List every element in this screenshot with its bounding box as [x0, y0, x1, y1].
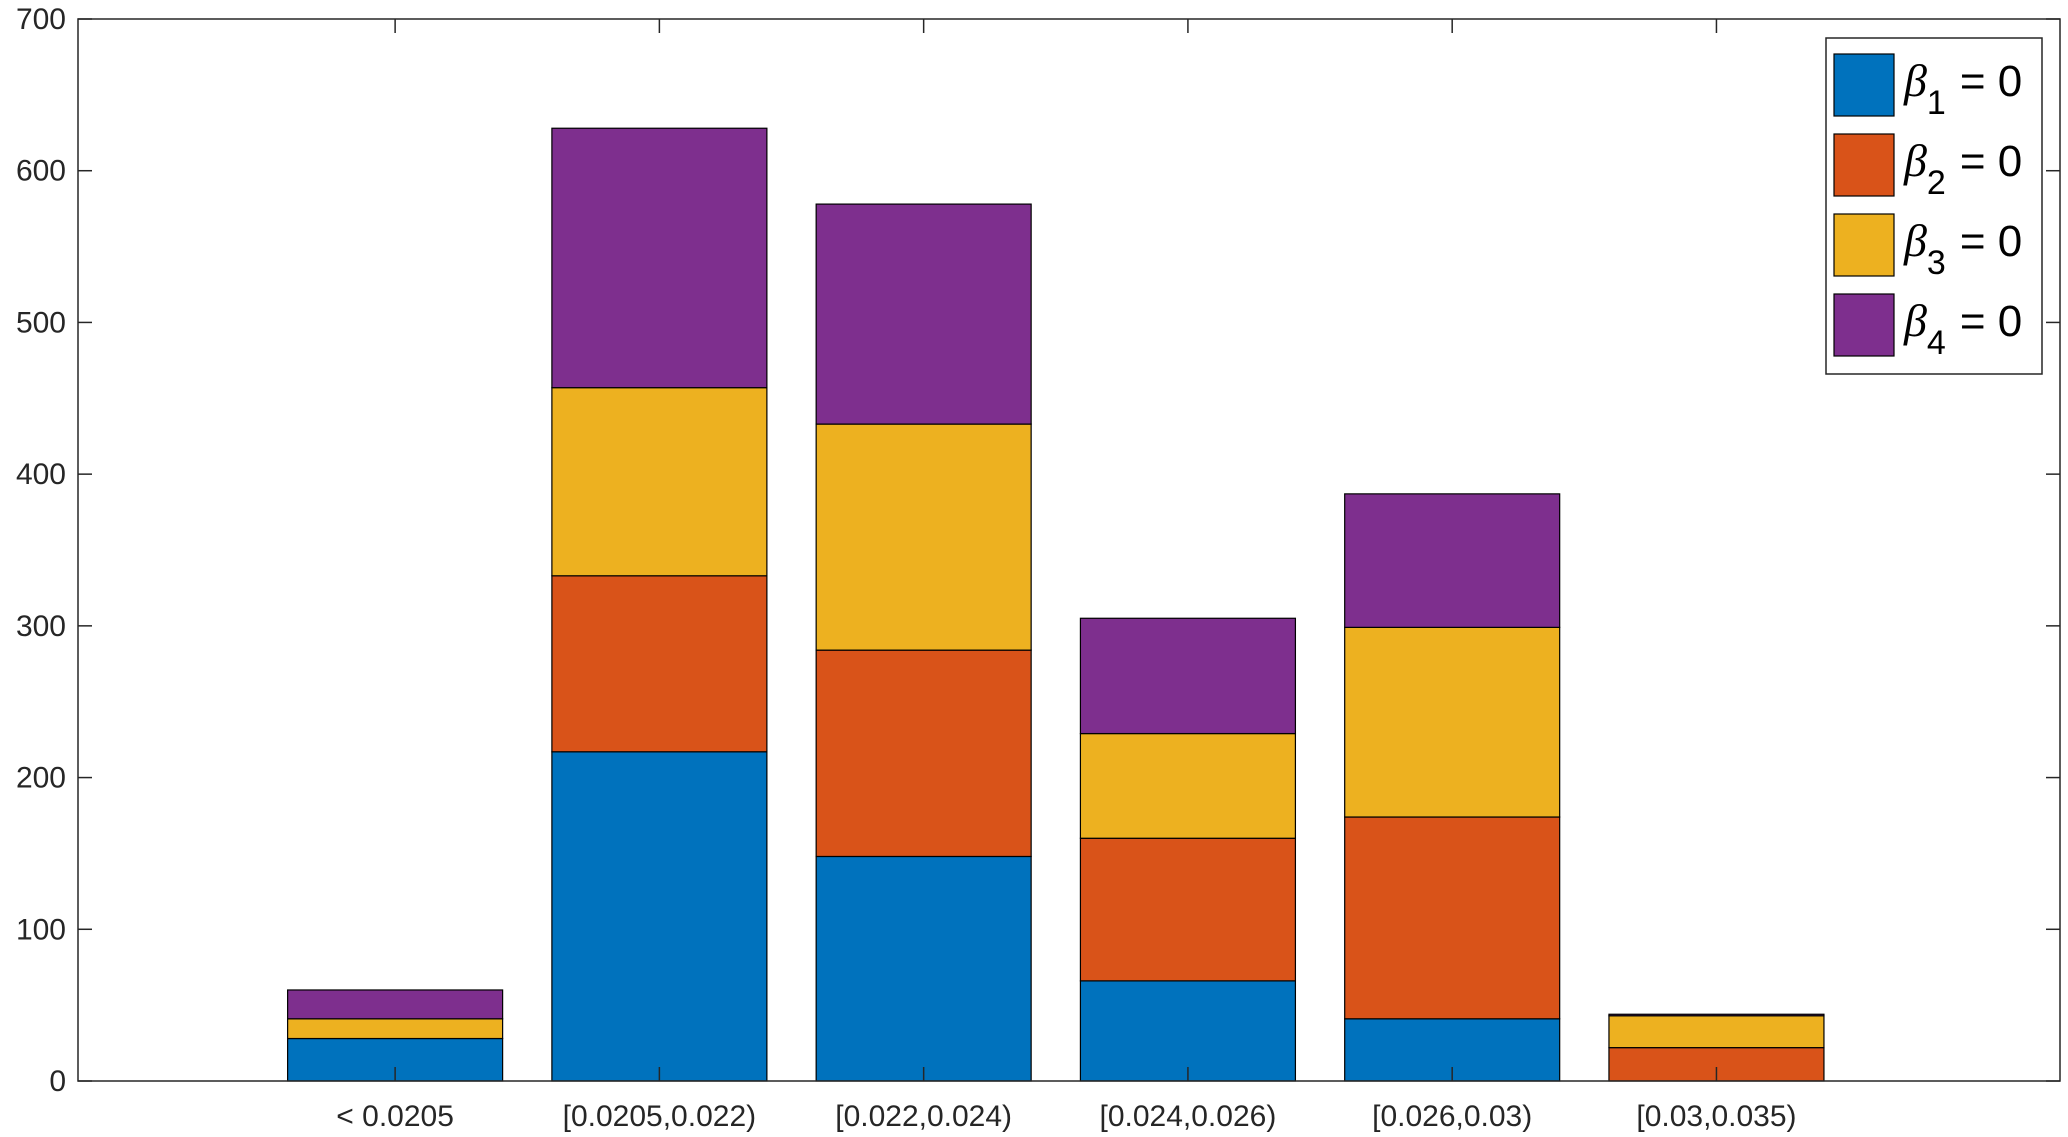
y-tick-label: 400 [16, 458, 66, 491]
legend-swatch-series2 [1833, 133, 1895, 197]
x-tick-label: [0.022,0.024) [835, 1100, 1012, 1133]
x-tick-label: < 0.0205 [336, 1100, 454, 1133]
bar-segment-series3-cat2 [551, 387, 768, 577]
legend-label-series1: β1 = 0 [1903, 55, 2022, 122]
bar-segment-series2-cat3 [815, 649, 1032, 858]
bar-segment-series4-cat5 [1344, 493, 1561, 628]
legend-swatch-series4 [1833, 293, 1895, 357]
x-tick-label: [0.0205,0.022) [563, 1100, 757, 1133]
bar-segment-series1-cat3 [815, 855, 1032, 1082]
bar-segment-series3-cat6 [1608, 1015, 1825, 1049]
x-tick-label: [0.03,0.035) [1636, 1100, 1796, 1133]
legend: β1 = 0 β2 = 0 β3 = 0 β4 = 0 [1825, 37, 2043, 375]
y-tick-label: 100 [16, 913, 66, 946]
y-tick-label: 500 [16, 306, 66, 339]
bar-segment-series1-cat2 [551, 751, 768, 1082]
legend-label-series3: β3 = 0 [1903, 215, 2022, 282]
x-axis: < 0.0205 [0.0205,0.022) [0.022,0.024) [0.02… [336, 19, 1797, 1133]
y-axis: 0 100 200 300 400 500 600 700 [16, 3, 2060, 1098]
y-tick-label: 600 [16, 155, 66, 188]
bar-segment-series3-cat3 [815, 423, 1032, 651]
bar-segment-series3-cat4 [1079, 732, 1297, 839]
bar-segment-series4-cat3 [815, 203, 1032, 425]
bar-segment-series4-cat2 [551, 127, 768, 389]
x-tick-label: [0.024,0.026) [1100, 1100, 1277, 1133]
plot-area-frame [77, 18, 2061, 1082]
x-tick-label: [0.026,0.03) [1372, 1100, 1532, 1133]
bar-segment-series1-cat4 [1079, 980, 1297, 1082]
y-tick-label: 300 [16, 610, 66, 643]
bar-segment-series2-cat5 [1344, 816, 1561, 1020]
bar-segment-series4-cat4 [1079, 617, 1297, 735]
legend-swatch-series3 [1833, 213, 1895, 277]
bars-layer [287, 127, 1825, 1082]
legend-label-series2: β2 = 0 [1903, 135, 2022, 202]
bar-segment-series3-cat5 [1344, 626, 1561, 818]
bar-segment-series3-cat1 [287, 1018, 504, 1040]
legend-label-series4: β4 = 0 [1903, 295, 2022, 362]
y-tick-label: 700 [16, 3, 66, 36]
bar-segment-series2-cat2 [551, 575, 768, 753]
legend-swatch-series1 [1833, 53, 1895, 117]
bar-segment-series4-cat1 [287, 989, 504, 1020]
bar-segment-series2-cat4 [1079, 837, 1297, 982]
y-tick-label: 0 [49, 1065, 66, 1098]
y-tick-label: 200 [16, 762, 66, 795]
bar-segment-series4-cat6 [1608, 1013, 1825, 1017]
